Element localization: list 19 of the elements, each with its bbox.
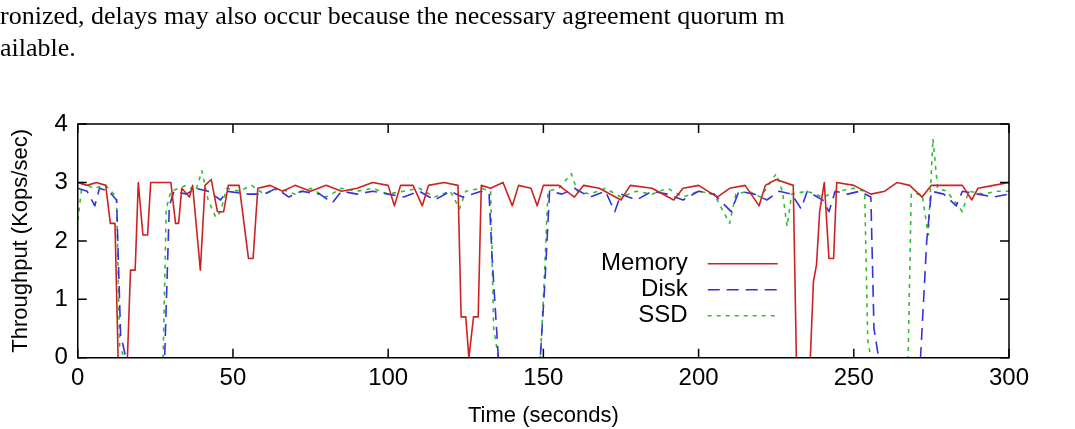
y-tick-label: 1 xyxy=(54,283,68,311)
x-tick-label: 250 xyxy=(833,362,874,390)
legend-label: Memory xyxy=(601,248,688,276)
text: ailable. xyxy=(0,32,77,64)
x-axis-title: Time (seconds) xyxy=(467,401,619,427)
y-tick-label: 2 xyxy=(54,225,68,253)
x-tick-label: 150 xyxy=(523,362,564,390)
y-tick-label: 4 xyxy=(54,108,68,136)
x-tick-label: 100 xyxy=(368,362,409,390)
x-tick-label: 0 xyxy=(71,362,85,390)
x-tick-label: 50 xyxy=(219,362,247,390)
y-tick-label: 3 xyxy=(54,167,68,195)
legend-label: SSD xyxy=(638,300,688,328)
y-axis-title: Throughput (Kops/sec) xyxy=(7,129,33,353)
x-tick-label: 200 xyxy=(678,362,719,390)
x-tick-label: 300 xyxy=(988,362,1030,390)
legend-label: Disk xyxy=(641,274,689,302)
y-tick-label: 0 xyxy=(54,342,68,370)
text: ronized, delays may also occur because the necessary agreement quorum m xyxy=(0,0,785,32)
